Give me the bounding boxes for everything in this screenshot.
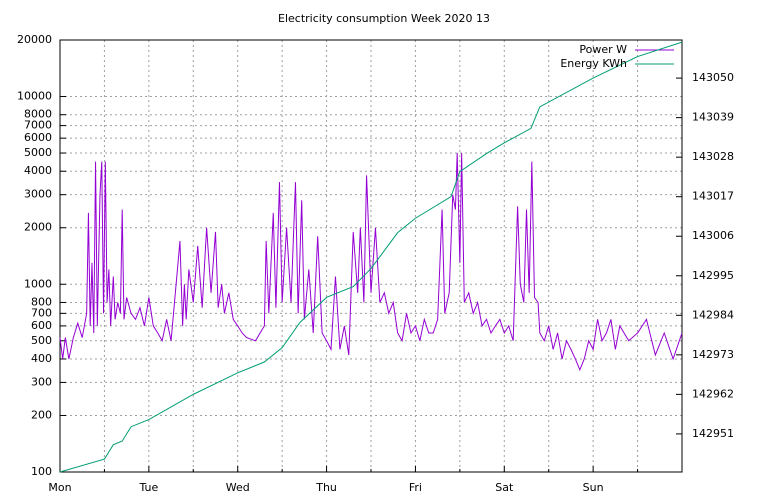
series-line	[59, 153, 683, 372]
y2-tick-label: 143050	[692, 71, 734, 84]
y-tick-label: 10000	[17, 90, 52, 103]
x-tick-label: Wed	[226, 481, 250, 494]
y2-tick-label: 142951	[692, 427, 734, 440]
y-tick-label: 500	[31, 334, 52, 347]
y-tick-label: 300	[31, 375, 52, 388]
y2-tick-label: 143017	[692, 190, 734, 203]
y2-tick-label: 142984	[692, 308, 734, 321]
x-tick-label: Tue	[138, 481, 158, 494]
x-tick-label: Thu	[315, 481, 337, 494]
chart-title: Electricity consumption Week 2020 13	[278, 12, 490, 25]
y2-tick-label: 143028	[692, 150, 734, 163]
y-tick-label: 1000	[24, 277, 52, 290]
x-tick-label: Fri	[409, 481, 422, 494]
plot-frame	[59, 39, 683, 473]
y2-tick-label: 143006	[692, 229, 734, 242]
x-tick-label: Sat	[495, 481, 514, 494]
y-tick-label: 700	[31, 306, 52, 319]
y-tick-label: 4000	[24, 164, 52, 177]
legend-label: Power W	[579, 43, 627, 56]
y-tick-label: 20000	[17, 33, 52, 46]
y-tick-label: 2000	[24, 221, 52, 234]
y-tick-label: 800	[31, 295, 52, 308]
y-tick-label: 8000	[24, 108, 52, 121]
y-tick-label: 100	[31, 465, 52, 478]
x-tick-label: Mon	[48, 481, 71, 494]
y-tick-label: 7000	[24, 119, 52, 132]
series-line	[59, 41, 683, 473]
y-tick-label: 400	[31, 352, 52, 365]
y-tick-label: 200	[31, 408, 52, 421]
y2-tick-label: 143039	[692, 111, 734, 124]
y-tick-label: 600	[31, 319, 52, 332]
x-tick-label: Sun	[583, 481, 604, 494]
y-tick-label: 5000	[24, 146, 52, 159]
y-tick-label: 3000	[24, 188, 52, 201]
y2-tick-label: 142962	[692, 387, 734, 400]
y2-tick-label: 142973	[692, 348, 734, 361]
legend-label: Energy KWh	[560, 57, 627, 70]
y2-tick-label: 142995	[692, 269, 734, 282]
y-tick-label: 6000	[24, 131, 52, 144]
